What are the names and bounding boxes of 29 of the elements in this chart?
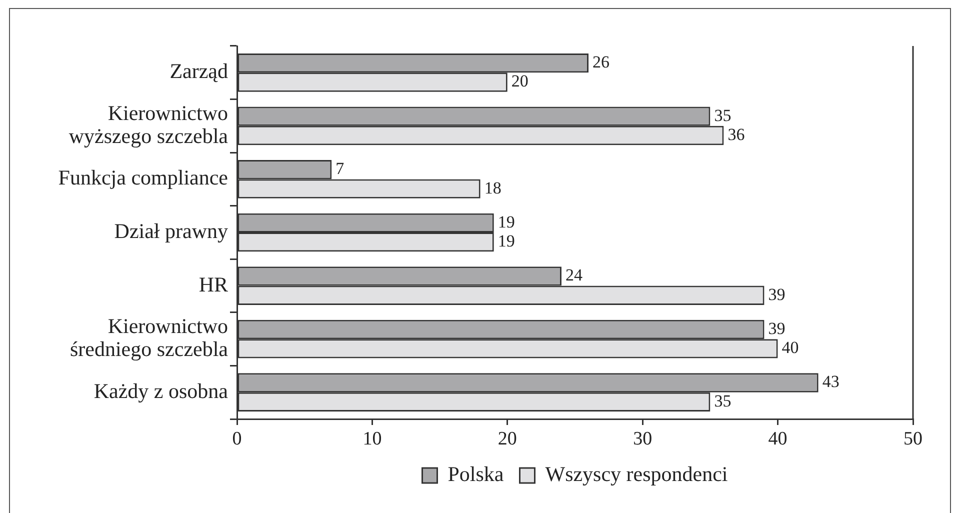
y-tick-label: Dział prawny: [114, 219, 228, 244]
x-tick-label: 50: [904, 428, 922, 450]
y-tick-label: Kierownictwo wyższego szczebla: [68, 101, 229, 148]
x-tick-label: 0: [232, 428, 242, 450]
x-tick-label: 10: [362, 428, 382, 450]
x-tick-label: 40: [768, 428, 788, 450]
y-tick-label: Kierownictwo średniego szczebla: [70, 314, 229, 361]
x-tick-label: 20: [498, 428, 517, 450]
data-label: 35: [714, 391, 732, 410]
legend-label: Wszyscy respondenci: [545, 462, 728, 486]
data-label: 20: [511, 72, 528, 91]
data-label: 40: [782, 338, 799, 358]
legend-label: Polska: [448, 462, 504, 486]
y-tick-label: Funkcja compliance: [58, 166, 228, 190]
data-label: 39: [768, 284, 786, 304]
data-label: 19: [498, 212, 515, 232]
data-label: 18: [484, 178, 502, 198]
data-label: 26: [592, 52, 610, 72]
data-label: 43: [822, 372, 840, 392]
y-tick-label: HR: [198, 272, 228, 296]
y-tick-label: Zarząd: [170, 59, 228, 84]
x-tick-label: 30: [633, 428, 652, 450]
y-tick-label: Każdy z osobna: [94, 378, 229, 403]
data-label: 19: [498, 232, 515, 251]
data-label: 39: [768, 318, 786, 338]
data-label: 7: [336, 159, 345, 178]
data-label: 24: [565, 266, 583, 285]
data-label: 35: [714, 106, 732, 125]
data-label: 36: [728, 124, 745, 144]
